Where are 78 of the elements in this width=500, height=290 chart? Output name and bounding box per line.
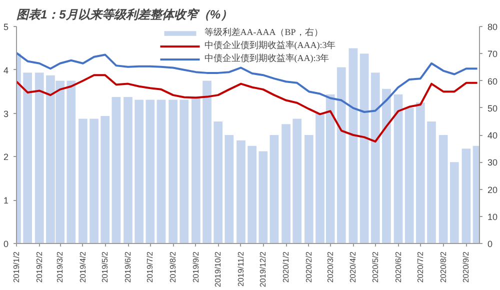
bar — [134, 100, 144, 244]
bar — [23, 72, 32, 244]
y2-tick-label: 70 — [488, 49, 498, 60]
bar — [336, 67, 346, 244]
y2-tick-label: 40 — [488, 130, 498, 140]
bar — [214, 121, 223, 244]
bar — [224, 135, 234, 244]
y2-tick-label: 60 — [488, 76, 498, 86]
bar — [124, 97, 132, 244]
chart-title: 图表1：5月以来等级利差整体收窄（%） — [16, 8, 233, 22]
bar — [348, 48, 358, 244]
x-tick-label: 2019/6/2 — [124, 250, 133, 283]
x-tick-label: 2019/8/2 — [168, 250, 178, 283]
bar — [282, 124, 290, 244]
bar — [156, 100, 166, 244]
bar — [192, 97, 200, 244]
y2-tick-label: 50 — [488, 103, 498, 114]
y2-tick-label: 80 — [488, 22, 498, 32]
x-tick-label: 2020/2/2 — [304, 250, 314, 283]
x-tick-label: 2019/5/2 — [100, 250, 110, 283]
y-tick-label: 4 — [3, 65, 9, 76]
y2-tick-label: 0 — [488, 239, 493, 249]
legend-label: 中债企业债到期收益率(AAA):3年 — [204, 39, 336, 52]
bar — [416, 102, 425, 244]
x-tick-label: 2019/10/2 — [214, 250, 223, 288]
bar — [438, 135, 448, 244]
x-tick-label: 2020/6/2 — [394, 250, 403, 283]
bar — [404, 108, 414, 244]
bar — [360, 54, 369, 244]
y-tick-label: 5 — [3, 22, 9, 32]
x-tick-label: 2019/12/2 — [258, 250, 268, 288]
legend-label: 等级利差AA-AAA（BP，右） — [204, 26, 323, 39]
x-tick-label: 2019/11/2 — [236, 250, 246, 286]
y-tick-label: 3 — [3, 108, 9, 119]
y-tick-label: 0 — [3, 239, 9, 249]
x-tick-label: 2019/7/2 — [146, 250, 155, 283]
y2-tick-label: 10 — [488, 212, 498, 222]
y-tick-label: 1 — [3, 196, 9, 206]
x-tick-label: 2020/1/2 — [282, 250, 291, 283]
bar — [292, 118, 302, 244]
bar — [202, 80, 212, 244]
legend-label: 中债企业债到期收益率(AA):3年 — [204, 52, 330, 65]
bar — [450, 162, 459, 244]
x-tick-label: 2020/8/2 — [438, 250, 448, 283]
bar — [304, 135, 314, 244]
x-tick-label: 2020/4/2 — [348, 250, 358, 283]
x-tick-label: 2020/7/2 — [416, 250, 425, 283]
bar — [270, 135, 279, 244]
bar — [90, 118, 98, 244]
bar — [394, 94, 403, 244]
bar — [66, 80, 76, 244]
line-series — [16, 52, 478, 113]
bar — [258, 151, 268, 244]
bar — [112, 97, 121, 244]
bar — [236, 140, 246, 244]
bar — [382, 88, 391, 244]
x-tick-label: 2019/9/2 — [191, 250, 200, 283]
bar — [180, 100, 189, 244]
x-tick-label: 2019/3/2 — [56, 250, 65, 283]
x-tick-label: 2020/9/2 — [462, 250, 471, 283]
bar — [146, 100, 155, 244]
bar — [427, 121, 436, 244]
x-tick-label: 2019/2/2 — [34, 250, 44, 283]
bar — [370, 72, 380, 244]
bar — [100, 116, 110, 244]
bar — [78, 118, 88, 244]
bar — [248, 146, 256, 244]
y2-tick-label: 30 — [488, 158, 498, 168]
bar — [34, 72, 44, 244]
y2-tick-label: 20 — [488, 184, 498, 195]
line-series — [16, 74, 478, 143]
bar — [168, 100, 178, 244]
x-tick-label: 2019/4/2 — [78, 250, 88, 283]
y-tick-label: 2 — [3, 152, 9, 162]
x-tick-label: 2019/1/2 — [12, 250, 21, 283]
x-tick-label: 2020/5/2 — [370, 250, 380, 283]
bar — [462, 148, 471, 244]
x-tick-label: 2020/3/2 — [326, 250, 335, 283]
